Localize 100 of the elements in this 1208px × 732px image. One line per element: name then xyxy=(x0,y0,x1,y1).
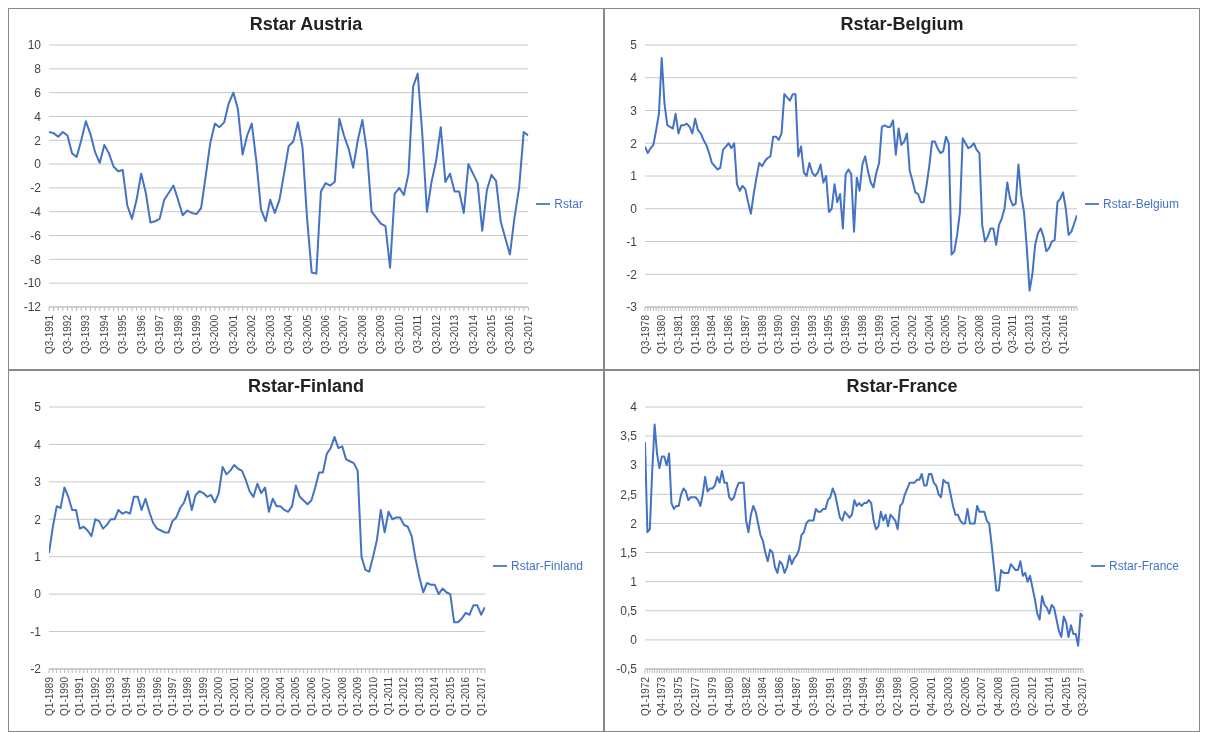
x-tick-label: Q3-2002 xyxy=(907,314,919,354)
x-tick-label: Q1-1993 xyxy=(105,676,117,716)
x-tick-label: Q3-1999 xyxy=(873,314,885,354)
y-tick-label: 3,5 xyxy=(620,429,638,444)
chart-title: Rstar-France xyxy=(845,375,959,398)
x-tick-label: Q1-2000 xyxy=(909,676,921,716)
x-tick-label: Q1-2016 xyxy=(460,676,472,716)
x-tick-label: Q3-1993 xyxy=(806,314,818,354)
line-series xyxy=(49,435,485,624)
x-tick-label: Q3-1998 xyxy=(172,314,184,354)
chart-title: Rstar Austria xyxy=(248,13,364,36)
x-tick-label: Q1-1986 xyxy=(723,314,735,354)
x-tick-label: Q3-2011 xyxy=(1007,314,1019,354)
x-tick-label: Q2-2012 xyxy=(1026,676,1038,716)
x-tick-label: Q2-1991 xyxy=(824,676,836,716)
x-tick-label: Q1-1992 xyxy=(89,676,101,716)
x-tick-label: Q1-2013 xyxy=(1024,314,1036,354)
x-tick-label: Q3-2010 xyxy=(1010,676,1022,716)
x-tick-label: Q4-1973 xyxy=(656,676,668,716)
x-tick-label: Q1-2014 xyxy=(1043,676,1055,716)
x-tick-label: Q3-1991 xyxy=(43,314,55,354)
y-tick-label: -2 xyxy=(30,662,42,677)
x-tick-label: Q3-2015 xyxy=(485,314,497,354)
y-tick-label: 0 xyxy=(630,202,638,217)
y-tick-label: 5 xyxy=(630,38,638,53)
y-tick-label: 8 xyxy=(34,62,42,77)
x-tick-label: Q3-2006 xyxy=(320,314,332,354)
x-tick-label: Q1-1997 xyxy=(166,676,178,716)
x-tick-label: Q1-1992 xyxy=(789,314,801,354)
x-tick-label: Q2-2005 xyxy=(959,676,971,716)
x-tick-label: Q1-2001 xyxy=(890,314,902,354)
x-tick-label: Q3-2009 xyxy=(375,314,387,354)
x-tick-label: Q3-2008 xyxy=(973,314,985,354)
x-tick-label: Q3-2002 xyxy=(246,314,258,354)
y-tick-label: -12 xyxy=(23,300,42,315)
y-tick-label: 1 xyxy=(630,574,638,589)
x-tick-label: Q1-1994 xyxy=(120,676,132,716)
x-tick-label: Q1-2013 xyxy=(413,676,425,716)
x-tick-label: Q3-1990 xyxy=(773,314,785,354)
y-tick-label: -6 xyxy=(30,228,42,243)
y-tick-label: 4 xyxy=(34,437,42,452)
x-tick-label: Q1-2010 xyxy=(990,314,1002,354)
x-tick-label: Q4-2015 xyxy=(1060,676,1072,716)
x-tick-label: Q1-1983 xyxy=(689,314,701,354)
y-tick-label: -4 xyxy=(30,204,42,219)
x-tick-label: Q3-1996 xyxy=(875,676,887,716)
x-tick-label: Q1-1993 xyxy=(841,676,853,716)
y-tick-label: -10 xyxy=(23,276,42,291)
x-tick-label: Q4-2008 xyxy=(993,676,1005,716)
x-tick-label: Q3-2016 xyxy=(504,314,516,354)
x-tick-label: Q1-1979 xyxy=(706,676,718,716)
y-tick-label: 4 xyxy=(630,400,638,415)
x-tick-label: Q3-2014 xyxy=(467,314,479,354)
y-tick-label: 3 xyxy=(34,475,42,490)
y-tick-label: 3 xyxy=(630,103,638,118)
x-tick-label: Q1-1998 xyxy=(856,314,868,354)
line-series xyxy=(645,423,1083,647)
x-tick-label: Q3-1994 xyxy=(98,314,110,354)
y-tick-label: 2 xyxy=(630,516,638,531)
x-tick-label: Q1-2005 xyxy=(290,676,302,716)
y-tick-label: -2 xyxy=(30,181,42,196)
x-tick-label: Q1-2007 xyxy=(957,314,969,354)
x-tick-label: Q1-2006 xyxy=(305,676,317,716)
x-tick-label: Q3-2014 xyxy=(1040,314,1052,354)
x-tick-label: Q1-2004 xyxy=(274,676,286,716)
x-tick-label: Q3-1997 xyxy=(154,314,166,354)
x-tick-label: Q2-1977 xyxy=(690,676,702,716)
x-tick-label: Q4-1980 xyxy=(723,676,735,716)
chart-title: Rstar-Finland xyxy=(247,375,365,398)
y-tick-label: 4 xyxy=(34,109,42,124)
x-tick-label: Q1-2016 xyxy=(1057,314,1069,354)
line-series xyxy=(49,72,529,275)
x-tick-label: Q1-2004 xyxy=(923,314,935,354)
x-tick-label: Q3-1978 xyxy=(639,314,651,354)
x-tick-label: Q1-2007 xyxy=(976,676,988,716)
y-tick-label: -0,5 xyxy=(616,662,638,677)
y-tick-label: 0 xyxy=(34,157,42,172)
y-tick-label: 3 xyxy=(630,458,638,473)
y-tick-label: 6 xyxy=(34,85,42,100)
x-tick-label: Q3-2011 xyxy=(412,314,424,354)
x-tick-label: Q3-1989 xyxy=(807,676,819,716)
x-tick-label: Q1-2011 xyxy=(383,676,395,716)
x-tick-label: Q1-1989 xyxy=(756,314,768,354)
y-tick-label: 10 xyxy=(27,38,42,53)
x-tick-label: Q1-1998 xyxy=(182,676,194,716)
x-tick-label: Q1-1995 xyxy=(823,314,835,354)
x-tick-label: Q3-2005 xyxy=(940,314,952,354)
y-tick-label: -3 xyxy=(626,300,638,315)
y-tick-label: 0 xyxy=(630,633,638,648)
x-tick-label: Q1-2008 xyxy=(336,676,348,716)
x-tick-label: Q3-2017 xyxy=(1077,676,1089,716)
x-tick-label: Q1-1996 xyxy=(151,676,163,716)
x-tick-label: Q3-2000 xyxy=(209,314,221,354)
x-tick-label: Q3-1987 xyxy=(739,314,751,354)
x-tick-label: Q1-2000 xyxy=(213,676,225,716)
y-tick-label: 2 xyxy=(34,133,42,148)
x-tick-label: Q1-2007 xyxy=(321,676,333,716)
x-tick-label: Q1-2001 xyxy=(228,676,240,716)
legend-label: Rstar-Belgium xyxy=(1102,196,1179,211)
y-tick-label: 5 xyxy=(34,400,42,415)
